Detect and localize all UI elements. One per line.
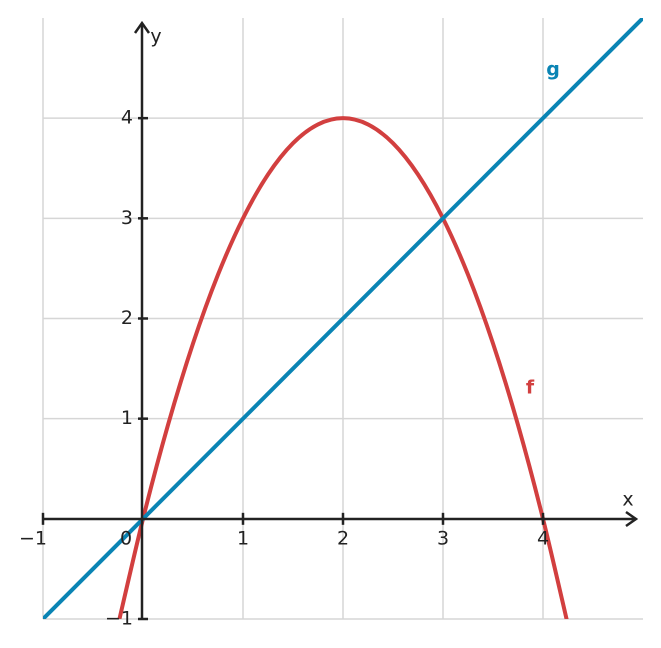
y-arrow xyxy=(133,20,151,34)
curve xyxy=(117,116,569,619)
x-axis-label: x xyxy=(622,489,633,511)
y-tick-label: −1 xyxy=(105,608,133,630)
g-label: g xyxy=(546,59,560,81)
f-label: f xyxy=(526,377,535,399)
y-axis-label: y xyxy=(150,26,161,48)
x-tick-label: 2 xyxy=(337,527,349,549)
y-tick-label: 1 xyxy=(121,407,133,429)
x-tick-label: −1 xyxy=(19,527,47,549)
x-tick-label: 4 xyxy=(537,527,549,549)
x-tick-label: 1 xyxy=(237,527,249,549)
x-tick-label: 3 xyxy=(437,527,449,549)
y-tick-label: 4 xyxy=(121,107,133,129)
x-tick-label: 0 xyxy=(120,527,132,549)
y-tick-label: 2 xyxy=(121,307,133,329)
y-tick-label: 3 xyxy=(121,207,133,229)
x-arrow xyxy=(625,510,639,528)
